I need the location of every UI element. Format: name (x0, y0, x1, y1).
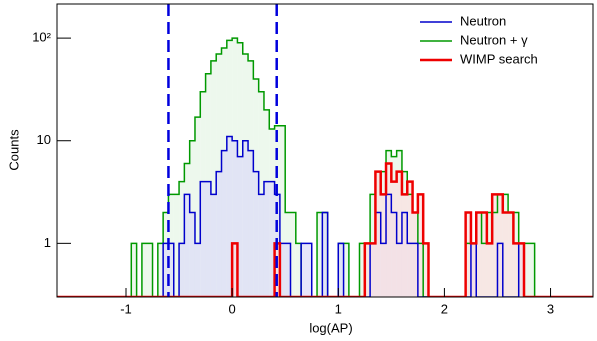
bar (173, 194, 180, 297)
bar (237, 156, 243, 297)
bar (412, 212, 418, 297)
bar (253, 171, 259, 297)
bar (200, 181, 206, 297)
bar (518, 243, 525, 297)
bar (508, 212, 514, 297)
bar (529, 243, 535, 297)
bar (221, 150, 227, 297)
x-axis-label: log(AP) (309, 320, 352, 335)
y-tick-label: 10² (32, 30, 51, 45)
bar (359, 243, 365, 297)
bar (242, 140, 249, 297)
bar (370, 243, 376, 297)
y-tick-label: 1 (44, 235, 51, 250)
bar (131, 243, 137, 297)
bar (497, 194, 503, 297)
bar (285, 243, 291, 297)
bar (290, 212, 296, 297)
bar (401, 194, 408, 297)
histogram-outline (57, 135, 593, 297)
bar (338, 243, 344, 297)
x-tick-label: 1 (335, 301, 342, 316)
bar (364, 243, 371, 297)
bar (465, 212, 471, 297)
bar (263, 181, 270, 297)
legend-label: Neutron (460, 13, 506, 28)
bar (258, 194, 264, 297)
bar (274, 243, 280, 297)
bar (168, 243, 174, 297)
bar (184, 194, 190, 297)
bar (210, 60, 217, 297)
bar (157, 243, 164, 297)
bar (375, 171, 381, 297)
bar (301, 243, 307, 297)
bar (205, 181, 211, 297)
bar (179, 243, 185, 297)
y-axis-label: Counts (6, 129, 21, 171)
bar (396, 171, 402, 297)
bar (295, 243, 302, 297)
legend-label: WIMP search (460, 51, 538, 66)
bar (407, 181, 413, 297)
bar (391, 181, 397, 297)
x-tick-label: 3 (547, 301, 554, 316)
bar (163, 243, 169, 297)
bar (492, 194, 498, 297)
bar (248, 150, 254, 297)
bar (417, 194, 424, 297)
bar (141, 243, 148, 297)
y-tick-label: 10 (37, 132, 51, 147)
bar (147, 243, 153, 297)
bar (380, 194, 387, 297)
bar (279, 243, 286, 297)
bar (524, 243, 530, 297)
bar (423, 243, 429, 297)
bar (216, 171, 222, 297)
x-tick-label: 2 (441, 301, 448, 316)
bar (279, 125, 286, 297)
bar (210, 194, 217, 297)
histogram-outline (57, 162, 593, 297)
bar (179, 181, 185, 297)
bar (232, 140, 238, 297)
plot-area (57, 4, 593, 297)
bar (226, 136, 233, 297)
legend-label: Neutron + γ (460, 32, 528, 47)
x-tick-label: -1 (120, 301, 132, 316)
bar (306, 243, 312, 297)
bar (194, 117, 201, 297)
bar (232, 243, 238, 297)
bar (481, 212, 487, 297)
bar (513, 243, 519, 297)
bar (470, 243, 477, 297)
bar (189, 212, 195, 297)
bar (269, 181, 275, 297)
bar (322, 212, 328, 297)
bar (386, 163, 392, 297)
plot-frame (56, 3, 594, 298)
x-tick-label: 0 (229, 301, 236, 316)
bar (194, 243, 201, 297)
bar (502, 212, 509, 297)
bar (343, 243, 349, 297)
bar (486, 243, 493, 297)
bar (317, 212, 323, 297)
bar (476, 212, 482, 297)
